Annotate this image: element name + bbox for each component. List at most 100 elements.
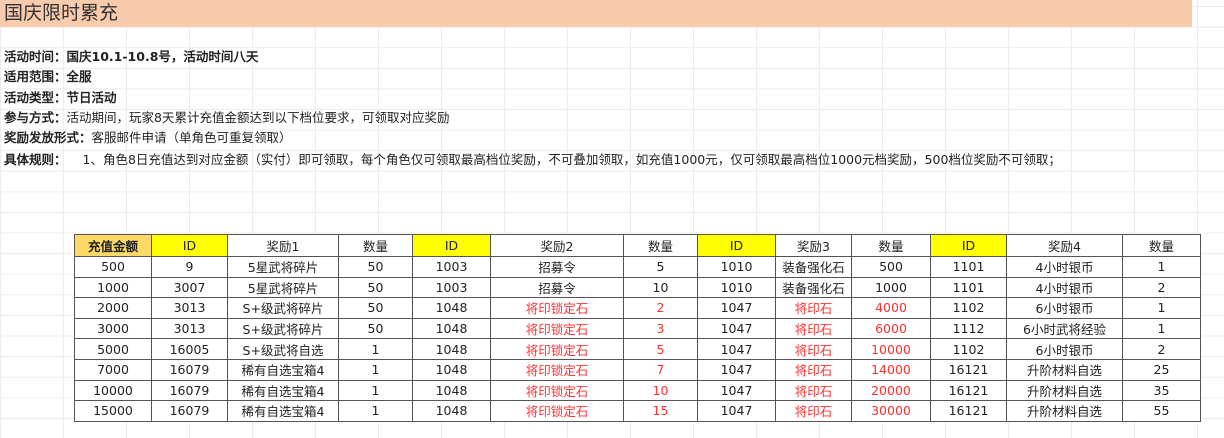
info-value: 活动期间，玩家8天累计充值金额达到以下档位要求，可领取对应奖励 bbox=[66, 110, 450, 125]
table-cell: 1 bbox=[338, 358, 413, 381]
table-cell: 3007 bbox=[151, 276, 228, 299]
table-cell: 5000 bbox=[74, 338, 152, 360]
info-label: 具体规则： bbox=[4, 152, 67, 167]
column-header: 奖励2 bbox=[490, 234, 624, 257]
table-cell: S+级武将自选 bbox=[227, 338, 339, 360]
table-cell: 将印石 bbox=[775, 379, 852, 402]
table-cell: 1102 bbox=[930, 338, 1007, 360]
table-cell: 6小时银币 bbox=[1006, 338, 1123, 360]
table-row: 500 9 5星武将碎片 50 1003 招募令 5 1010 装备强化石 500 1101 4小时银… bbox=[74, 256, 1201, 278]
info-row: 适用范围：全服 bbox=[4, 67, 92, 87]
table-cell: 20000 bbox=[851, 379, 931, 402]
table-cell: 将印石 bbox=[775, 358, 852, 381]
table-cell: 9 bbox=[151, 256, 228, 278]
table-cell: 55 bbox=[1122, 400, 1201, 422]
table-cell: 将印石 bbox=[775, 317, 852, 340]
table-cell: 4小时银币 bbox=[1006, 276, 1123, 299]
column-header: 数量 bbox=[623, 234, 698, 257]
table-cell: 1000 bbox=[74, 276, 152, 299]
table-cell: 稀有自选宝箱4 bbox=[227, 400, 339, 422]
info-value: 节日活动 bbox=[66, 90, 117, 105]
sheet-title: 国庆限时累充 bbox=[0, 0, 1192, 27]
table-cell: 1047 bbox=[697, 297, 776, 319]
info-value: 国庆10.1-10.8号，活动时间八天 bbox=[66, 49, 259, 64]
table-cell: 1112 bbox=[930, 317, 1007, 340]
info-row: 奖励发放形式：客服邮件申请（单角色可重复领取） bbox=[4, 128, 292, 148]
table-cell: 1047 bbox=[697, 400, 776, 422]
table-cell: 1047 bbox=[697, 358, 776, 381]
info-label: 活动类型： bbox=[4, 90, 67, 105]
table-cell: 1010 bbox=[697, 256, 776, 278]
table-cell: 7000 bbox=[74, 358, 152, 381]
column-header: ID bbox=[697, 234, 776, 257]
table-row: 1000 3007 5星武将碎片 50 1003 招募令 10 1010 装备强化石 1000 11… bbox=[74, 276, 1201, 299]
table-cell: S+级武将碎片 bbox=[227, 297, 339, 319]
info-value: 全服 bbox=[66, 69, 92, 84]
table-cell: 1 bbox=[338, 338, 413, 360]
table-cell: 7 bbox=[623, 358, 698, 381]
reward-table: 充值金额 ID 奖励1 数量 ID 奖励2 数量 ID 奖励3 数量 ID 奖励4 数量 500 9 5星武… bbox=[74, 234, 1201, 422]
table-cell: 16079 bbox=[151, 379, 228, 402]
table-cell: 升阶材料自选 bbox=[1006, 358, 1123, 381]
table-cell: S+级武将碎片 bbox=[227, 317, 339, 340]
table-row: 2000 3013 S+级武将碎片 50 1048 将印锁定石 2 1047 将印石 4000 11… bbox=[74, 297, 1201, 319]
info-row: 活动时间：国庆10.1-10.8号，活动时间八天 bbox=[4, 47, 258, 67]
table-cell: 装备强化石 bbox=[775, 256, 852, 278]
table-cell: 16121 bbox=[930, 379, 1007, 402]
table-cell: 1048 bbox=[412, 400, 491, 422]
table-cell: 500 bbox=[851, 256, 931, 278]
table-row: 3000 3013 S+级武将碎片 50 1048 将印锁定石 3 1047 将印石 6000 11… bbox=[74, 317, 1201, 340]
table-cell: 将印石 bbox=[775, 297, 852, 319]
column-header: ID bbox=[151, 234, 228, 257]
table-cell: 25 bbox=[1122, 358, 1201, 381]
table-cell: 1102 bbox=[930, 297, 1007, 319]
table-cell: 稀有自选宝箱4 bbox=[227, 379, 339, 402]
column-header: 数量 bbox=[851, 234, 931, 257]
table-cell: 6小时武将经验 bbox=[1006, 317, 1123, 340]
table-cell: 招募令 bbox=[490, 276, 624, 299]
info-row: 活动类型：节日活动 bbox=[4, 88, 117, 108]
table-cell: 将印石 bbox=[775, 400, 852, 422]
table-cell: 将印锁定石 bbox=[490, 297, 624, 319]
table-cell: 装备强化石 bbox=[775, 276, 852, 299]
table-cell: 50 bbox=[338, 317, 413, 340]
table-cell: 1 bbox=[1122, 297, 1201, 319]
table-cell: 将印锁定石 bbox=[490, 317, 624, 340]
table-cell: 2 bbox=[1122, 276, 1201, 299]
table-cell: 15000 bbox=[74, 400, 152, 422]
table-cell: 50 bbox=[338, 297, 413, 319]
table-cell: 将印锁定石 bbox=[490, 358, 624, 381]
table-cell: 14000 bbox=[851, 358, 931, 381]
table-cell: 3013 bbox=[151, 297, 228, 319]
table-cell: 1101 bbox=[930, 276, 1007, 299]
table-cell: 1003 bbox=[412, 276, 491, 299]
table-cell: 6小时银币 bbox=[1006, 297, 1123, 319]
table-row: 7000 16079 稀有自选宝箱4 1 1048 将印锁定石 7 1047 将印石 14000 1… bbox=[74, 358, 1201, 381]
table-cell: 稀有自选宝箱4 bbox=[227, 358, 339, 381]
table-row: 5000 16005 S+级武将自选 1 1048 将印锁定石 5 1047 将印石 10000 1… bbox=[74, 338, 1201, 360]
table-cell: 1048 bbox=[412, 317, 491, 340]
table-cell: 1101 bbox=[930, 256, 1007, 278]
table-cell: 10000 bbox=[851, 338, 931, 360]
info-value: 1、角色8日充值达到对应金额（实付）即可领取，每个角色仅可领取最高档位奖励，不可… bbox=[82, 152, 1061, 167]
table-cell: 3013 bbox=[151, 317, 228, 340]
table-cell: 16079 bbox=[151, 358, 228, 381]
column-header: ID bbox=[930, 234, 1007, 257]
table-cell: 将印锁定石 bbox=[490, 400, 624, 422]
table-cell: 1000 bbox=[851, 276, 931, 299]
info-label: 适用范围： bbox=[4, 69, 67, 84]
table-row: 10000 16079 稀有自选宝箱4 1 1048 将印锁定石 10 1047 将印石 2000… bbox=[74, 379, 1201, 402]
table-cell: 1 bbox=[1122, 317, 1201, 340]
table-cell: 5星武将碎片 bbox=[227, 256, 339, 278]
table-cell: 1 bbox=[1122, 256, 1201, 278]
table-cell: 将印锁定石 bbox=[490, 379, 624, 402]
table-cell: 1003 bbox=[412, 256, 491, 278]
table-cell: 35 bbox=[1122, 379, 1201, 402]
table-cell: 1047 bbox=[697, 338, 776, 360]
table-cell: 升阶材料自选 bbox=[1006, 379, 1123, 402]
table-cell: 10 bbox=[623, 276, 698, 299]
info-label: 参与方式： bbox=[4, 110, 67, 125]
column-header: 奖励3 bbox=[775, 234, 852, 257]
table-cell: 30000 bbox=[851, 400, 931, 422]
table-cell: 1048 bbox=[412, 297, 491, 319]
